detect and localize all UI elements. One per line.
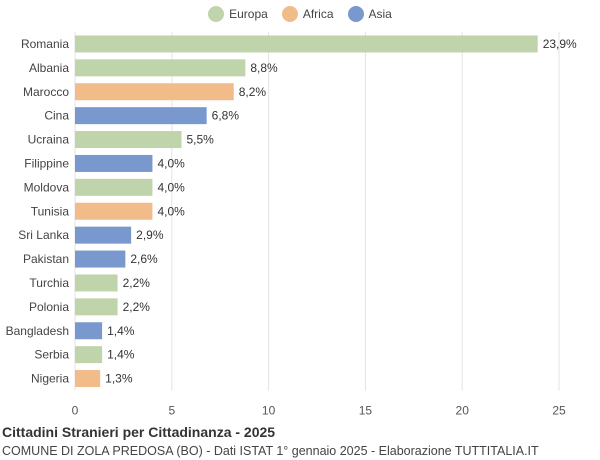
legend-label-africa: Africa: [302, 7, 334, 21]
bar: [75, 226, 132, 244]
x-tick-label: 25: [552, 404, 566, 418]
bar: [75, 154, 153, 172]
category-label: Turchia: [29, 276, 69, 290]
category-label: Ucraina: [28, 133, 70, 147]
data-label: 1,4%: [107, 324, 135, 338]
data-label: 4,0%: [157, 180, 185, 194]
bar: [75, 250, 126, 268]
category-label: Moldova: [24, 180, 70, 194]
category-label: Bangladesh: [6, 324, 69, 338]
data-label: 1,4%: [107, 348, 135, 362]
data-label: 5,5%: [186, 133, 214, 147]
legend-item-africa[interactable]: Africa: [281, 6, 334, 22]
data-label: 8,2%: [239, 85, 267, 99]
data-label: 2,2%: [123, 276, 151, 290]
category-label: Pakistan: [23, 252, 69, 266]
bar: [75, 202, 153, 220]
bar: [75, 107, 207, 125]
chart-title: Cittadini Stranieri per Cittadinanza - 2…: [2, 424, 276, 440]
data-label: 2,6%: [130, 252, 158, 266]
category-label: Filippine: [24, 156, 69, 170]
category-label: Cina: [44, 109, 69, 123]
legend-item-asia[interactable]: Asia: [347, 6, 392, 22]
legend-swatch-asia: [347, 6, 364, 22]
data-label: 6,8%: [212, 109, 240, 123]
data-label: 8,8%: [250, 61, 278, 75]
category-label: Nigeria: [31, 372, 69, 386]
data-label: 2,9%: [136, 228, 164, 242]
bar: [75, 35, 538, 53]
legend: Europa Africa Asia: [0, 6, 600, 22]
x-tick-label: 15: [359, 404, 373, 418]
category-label: Romania: [21, 37, 69, 51]
bar: [75, 298, 118, 316]
bar: [75, 346, 103, 364]
bar: [75, 274, 118, 292]
category-label: Polonia: [29, 300, 69, 314]
bar: [75, 322, 103, 340]
data-label: 1,3%: [105, 372, 133, 386]
data-label: 4,0%: [157, 156, 185, 170]
legend-swatch-europa: [208, 6, 225, 22]
category-label: Sri Lanka: [18, 228, 69, 242]
legend-label-asia: Asia: [368, 7, 392, 21]
category-label: Tunisia: [31, 204, 70, 218]
data-label: 23,9%: [543, 37, 577, 51]
category-label: Marocco: [23, 85, 69, 99]
legend-label-europa: Europa: [229, 7, 268, 21]
legend-swatch-africa: [281, 6, 298, 22]
chart-subtitle: COMUNE DI ZOLA PREDOSA (BO) - Dati ISTAT…: [2, 444, 539, 458]
x-tick-label: 20: [456, 404, 470, 418]
bar: [75, 83, 234, 101]
x-tick-label: 0: [72, 404, 79, 418]
x-tick-label: 5: [168, 404, 175, 418]
bar: [75, 131, 182, 149]
category-label: Albania: [29, 61, 69, 75]
bar-chart-plot: 0 5 10 15 20 25 Romania 23,9% Albania 8,8% Marocco…: [6, 32, 577, 418]
data-label: 2,2%: [123, 300, 151, 314]
category-label: Serbia: [34, 348, 69, 362]
x-tick-label: 10: [262, 404, 276, 418]
legend-item-europa[interactable]: Europa: [208, 6, 268, 22]
bar: [75, 59, 246, 77]
data-label: 4,0%: [157, 204, 185, 218]
bar: [75, 178, 153, 196]
bar: [75, 370, 101, 388]
